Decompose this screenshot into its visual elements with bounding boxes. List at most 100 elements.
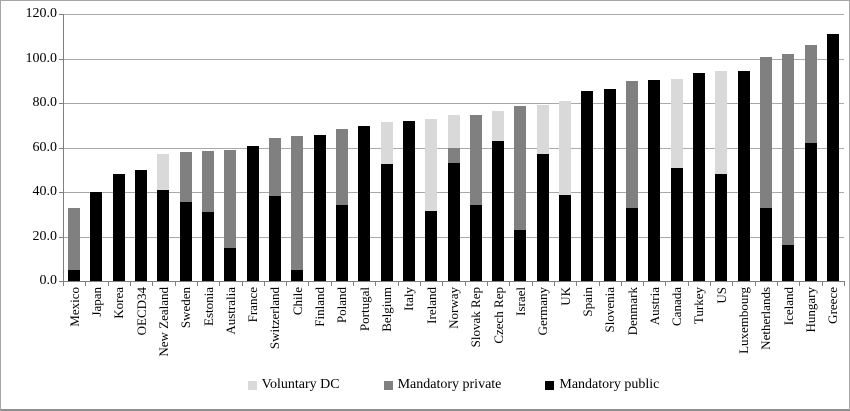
bar-chile-mandatory-private (291, 136, 304, 270)
x-tick (219, 282, 221, 286)
y-axis-label-0: 0.0 (39, 273, 58, 288)
legend-swatch-mandatory-private (383, 380, 393, 390)
x-tick (799, 282, 801, 286)
x-tick (620, 282, 622, 286)
legend-item-mandatory-public: Mandatory public (545, 377, 659, 393)
bar-poland-mandatory-private (335, 128, 348, 206)
legend-item-mandatory-private: Mandatory private (383, 377, 502, 393)
y-tick-80 (59, 103, 63, 104)
x-axis-label-czech-rep: Czech Rep (490, 287, 506, 344)
x-axis-label-netherlands: Netherlands (758, 287, 774, 350)
bar-us-voluntary-dc (715, 70, 728, 175)
bar-norway-mandatory-private (447, 147, 460, 164)
x-axis-label-mexico: Mexico (66, 287, 82, 327)
y-axis-label-40: 40.0 (32, 184, 58, 199)
x-axis-label-france: France (245, 287, 261, 323)
bar-netherlands-mandatory-public (759, 207, 772, 281)
bar-denmark-mandatory-public (626, 207, 638, 281)
x-tick (509, 282, 511, 286)
x-tick (308, 282, 310, 286)
x-axis-label-estonia: Estonia (200, 287, 216, 326)
bar-sweden-mandatory-public (179, 202, 192, 281)
bar-netherlands-mandatory-private (759, 57, 772, 208)
y-axis-label-120: 120.0 (25, 6, 58, 21)
bar-chile-mandatory-public (291, 269, 304, 281)
gridline-100 (63, 58, 844, 60)
bar-ireland-mandatory-public (425, 210, 438, 281)
x-tick (442, 282, 444, 286)
bar-us-mandatory-public (715, 174, 728, 281)
x-axis-label-iceland: Iceland (780, 287, 796, 326)
x-tick (397, 282, 399, 286)
bar-canada-voluntary-dc (670, 78, 683, 168)
y-tick-20 (59, 236, 63, 238)
bar-norway-voluntary-dc (447, 115, 460, 148)
bar-turkey-mandatory-public (692, 72, 705, 281)
x-tick (286, 282, 288, 286)
y-tick-60 (59, 147, 63, 149)
x-axis-label-denmark: Denmark (624, 287, 640, 336)
x-axis-label-poland: Poland (334, 287, 350, 324)
x-tick (687, 282, 689, 286)
x-axis-label-sweden: Sweden (178, 287, 194, 329)
x-tick (174, 282, 176, 286)
y-tick-40 (59, 192, 63, 193)
x-axis-label-greece: Greece (825, 287, 841, 324)
y-axis-label-60: 60.0 (32, 139, 58, 155)
x-tick (821, 282, 823, 286)
bar-finland-mandatory-public (313, 135, 326, 281)
bar-norway-mandatory-public (447, 163, 460, 281)
x-tick (732, 282, 734, 286)
legend-item-voluntary-dc: Voluntary DC (247, 377, 340, 393)
y-axis-label-80: 80.0 (32, 95, 58, 110)
x-tick (576, 282, 578, 286)
bar-israel-mandatory-public (514, 229, 527, 281)
x-axis-label-norway: Norway (445, 287, 461, 329)
x-axis-label-portugal: Portugal (356, 287, 372, 332)
x-tick (85, 282, 87, 286)
gridline-80 (63, 103, 844, 104)
legend-label-mandatory-public: Mandatory public (559, 377, 660, 392)
bar-belgium-voluntary-dc (380, 121, 393, 165)
x-tick (777, 282, 779, 286)
x-tick (263, 282, 265, 286)
bar-sweden-mandatory-private (179, 151, 192, 203)
bar-czech-rep-mandatory-public (492, 140, 505, 281)
bar-japan-mandatory-public (90, 192, 103, 281)
bar-italy-mandatory-public (402, 120, 415, 281)
x-axis-label-canada: Canada (669, 287, 685, 326)
bar-switzerland-mandatory-private (268, 137, 281, 197)
bar-australia-mandatory-private (224, 149, 237, 248)
x-tick (375, 282, 377, 286)
x-axis-label-slovak-rep: Slovak Rep (468, 287, 484, 348)
x-tick (598, 282, 600, 286)
bar-iceland-mandatory-public (782, 245, 795, 281)
bar-slovak-rep-mandatory-public (469, 205, 482, 281)
x-tick (353, 282, 355, 286)
x-axis-label-chile: Chile (289, 287, 305, 316)
x-tick (531, 282, 533, 286)
x-tick (420, 282, 422, 286)
x-axis-label-oecd34: OECD34 (133, 287, 149, 336)
bar-denmark-mandatory-private (626, 80, 638, 208)
bar-belgium-mandatory-public (380, 164, 393, 281)
x-tick (643, 282, 645, 286)
bar-slovenia-mandatory-public (603, 88, 616, 281)
bar-israel-mandatory-private (514, 106, 527, 230)
x-axis-label-japan: Japan (88, 287, 104, 317)
x-tick (129, 282, 131, 286)
plot-area (63, 14, 844, 281)
x-axis-label-belgium: Belgium (379, 287, 395, 332)
x-tick (844, 282, 845, 286)
gridline-120 (63, 14, 844, 15)
y-tick-120 (59, 14, 63, 15)
bar-hungary-mandatory-private (804, 45, 817, 144)
bar-hungary-mandatory-public (804, 143, 817, 281)
y-tick-0 (59, 281, 63, 282)
legend-label-mandatory-private: Mandatory private (397, 377, 502, 392)
x-axis-label-hungary: Hungary (803, 287, 819, 333)
bar-uk-mandatory-public (559, 195, 572, 281)
x-tick (665, 282, 667, 286)
legend: Voluntary DC Mandatory private Mandatory p… (63, 374, 844, 396)
